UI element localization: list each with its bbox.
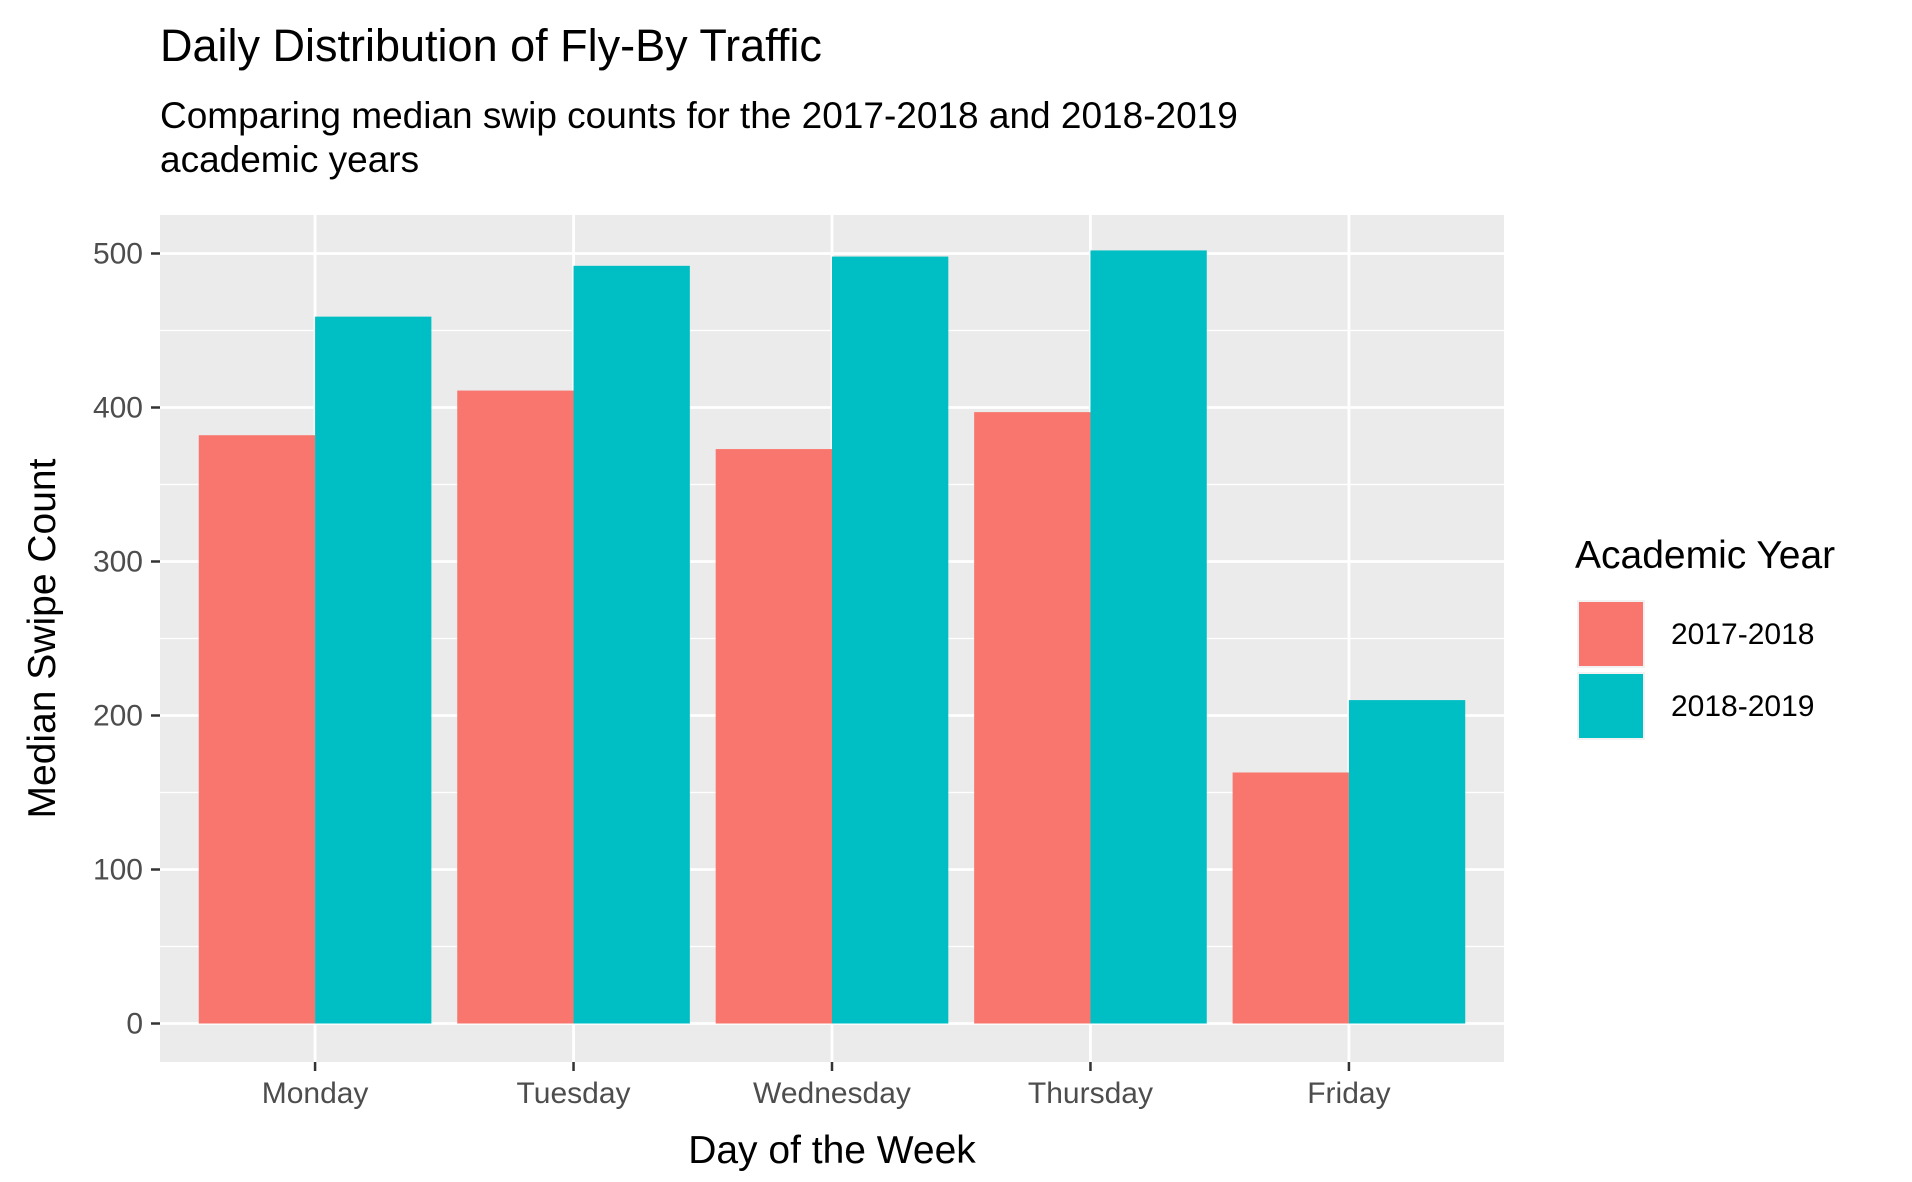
x-tick-label: Monday	[262, 1077, 369, 1110]
x-tick-label: Friday	[1307, 1077, 1390, 1110]
bar	[832, 256, 949, 1024]
y-tick-label: 500	[93, 238, 143, 271]
bar	[1348, 700, 1466, 1024]
legend-label: 2018-2019	[1671, 690, 1814, 723]
bar	[315, 316, 432, 1024]
bar	[198, 435, 316, 1024]
x-tick-label: Thursday	[1028, 1077, 1153, 1110]
y-tick-label: 100	[93, 854, 143, 887]
chart-subtitle-line-2: academic years	[160, 139, 419, 180]
chart-subtitle-line-1: Comparing median swip counts for the 201…	[160, 95, 1238, 136]
bar	[1232, 772, 1349, 1024]
y-tick-label: 0	[126, 1008, 143, 1041]
axes: 0 100 200 300 400 500 Monday Tuesday Wednesday Th…	[93, 238, 1391, 1111]
x-tick-label: Wednesday	[753, 1077, 911, 1110]
legend-label: 2017-2018	[1671, 618, 1814, 651]
x-tick-label: Tuesday	[517, 1077, 631, 1110]
legend: Academic Year 2017-2018 2018-2019	[1575, 534, 1835, 740]
bar	[573, 265, 690, 1024]
legend-title: Academic Year	[1575, 534, 1835, 577]
legend-key	[1579, 674, 1643, 738]
legend-key	[1579, 602, 1643, 666]
y-tick-label: 400	[93, 392, 143, 425]
bar	[1090, 250, 1207, 1024]
bars	[198, 250, 1466, 1024]
y-tick-label: 200	[93, 700, 143, 733]
y-tick-label: 300	[93, 546, 143, 579]
y-axis-title: Median Swipe Count	[21, 458, 64, 818]
bar	[974, 412, 1091, 1024]
bar	[715, 449, 832, 1024]
chart-title: Daily Distribution of Fly-By Traffic	[160, 20, 822, 71]
bar	[457, 390, 574, 1024]
x-axis-title: Day of the Week	[688, 1129, 976, 1172]
